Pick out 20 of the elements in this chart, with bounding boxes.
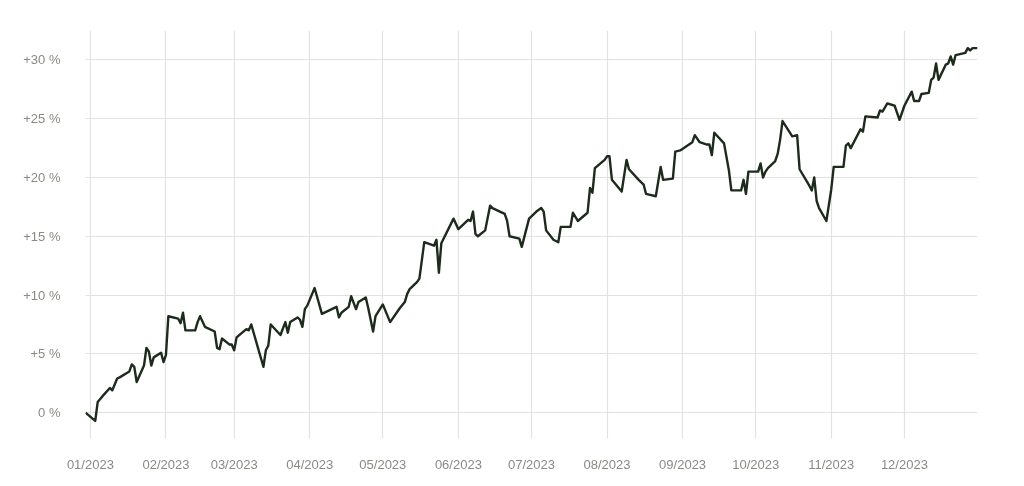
x-tick-label: 09/2023 <box>659 456 707 472</box>
x-tick-label: 04/2023 <box>286 456 334 472</box>
x-tick-label: 05/2023 <box>359 456 407 472</box>
x-tick-label: 08/2023 <box>583 456 631 472</box>
y-tick-label: +20 % <box>23 169 61 185</box>
x-tick-label: 03/2023 <box>210 456 258 472</box>
line-series <box>85 46 978 423</box>
y-tick-label: +5 % <box>30 346 61 362</box>
x-tick-label: 12/2023 <box>880 456 928 472</box>
x-tick-label: 10/2023 <box>732 456 780 472</box>
x-tick-label: 11/2023 <box>808 456 855 472</box>
y-tick-label: +15 % <box>23 228 61 244</box>
y-tick-label: +30 % <box>23 52 61 68</box>
y-tick-label: +25 % <box>23 111 61 127</box>
x-tick-label: 07/2023 <box>508 456 555 472</box>
y-tick-label: 0 % <box>38 405 61 421</box>
x-tick-label: 06/2023 <box>434 456 482 472</box>
y-tick-label: +10 % <box>23 287 61 303</box>
x-tick-label: 02/2023 <box>142 456 190 472</box>
x-tick-label: 01/2023 <box>66 456 114 472</box>
